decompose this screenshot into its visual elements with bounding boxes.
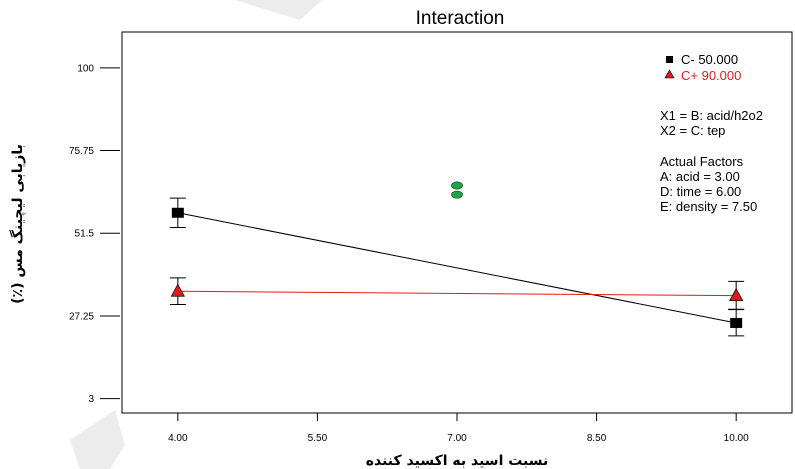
y-tick-label: 27.25 <box>69 311 94 322</box>
factor-annotations: X1 = B: acid/h2o2 X2 = C: tep Actual Fac… <box>660 108 763 214</box>
center-point <box>451 181 463 190</box>
data-point-triangle <box>170 283 185 297</box>
center-point <box>451 190 463 199</box>
y-tick-label: 3 <box>88 394 94 405</box>
actual-factors-heading: Actual Factors <box>660 154 744 169</box>
center-points <box>451 181 463 199</box>
x-tick-label: 8.50 <box>587 433 607 444</box>
x-axis-label: نسبت اسید به اکسید کننده <box>366 453 549 469</box>
legend-label-c-plus: C+ 90.000 <box>681 68 741 83</box>
y-axis: 3 27.25 51.5 75.75 100 <box>69 63 120 405</box>
actual-factor-d: D: time = 6.00 <box>660 184 741 199</box>
data-point-triangle <box>729 287 744 302</box>
chart-title: Interaction <box>416 8 505 29</box>
y-axis-label: بازیابی لیچینگ مس (٪) <box>9 144 26 304</box>
data-point-square <box>730 317 743 328</box>
y-tick-label: 100 <box>77 63 94 74</box>
annotation-x1: X1 = B: acid/h2o2 <box>660 108 763 123</box>
watermark <box>70 0 322 469</box>
series-line-c-minus <box>177 212 737 324</box>
y-tick-label: 75.75 <box>69 146 94 157</box>
x-tick-label: 5.50 <box>308 433 328 444</box>
legend-marker-square <box>666 56 673 63</box>
annotation-x2: X2 = C: tep <box>660 123 725 138</box>
legend-marker-triangle <box>664 69 675 79</box>
y-tick-label: 51.5 <box>75 229 95 240</box>
series-layer <box>169 197 745 337</box>
legend: C- 50.000 C+ 90.000 <box>664 52 741 83</box>
legend-label-c-minus: C- 50.000 <box>681 52 738 67</box>
data-point-square <box>171 207 184 218</box>
x-tick-label: 7.00 <box>447 433 467 444</box>
actual-factor-e: E: density = 7.50 <box>660 199 757 214</box>
plot-frame <box>121 31 793 414</box>
x-tick-label: 10.00 <box>724 433 749 444</box>
actual-factor-a: A: acid = 3.00 <box>660 169 740 184</box>
x-tick-label: 4.00 <box>168 433 188 444</box>
x-axis: 4.00 5.50 7.00 8.50 10.00 <box>168 413 749 444</box>
series-line-c-plus <box>177 290 737 297</box>
